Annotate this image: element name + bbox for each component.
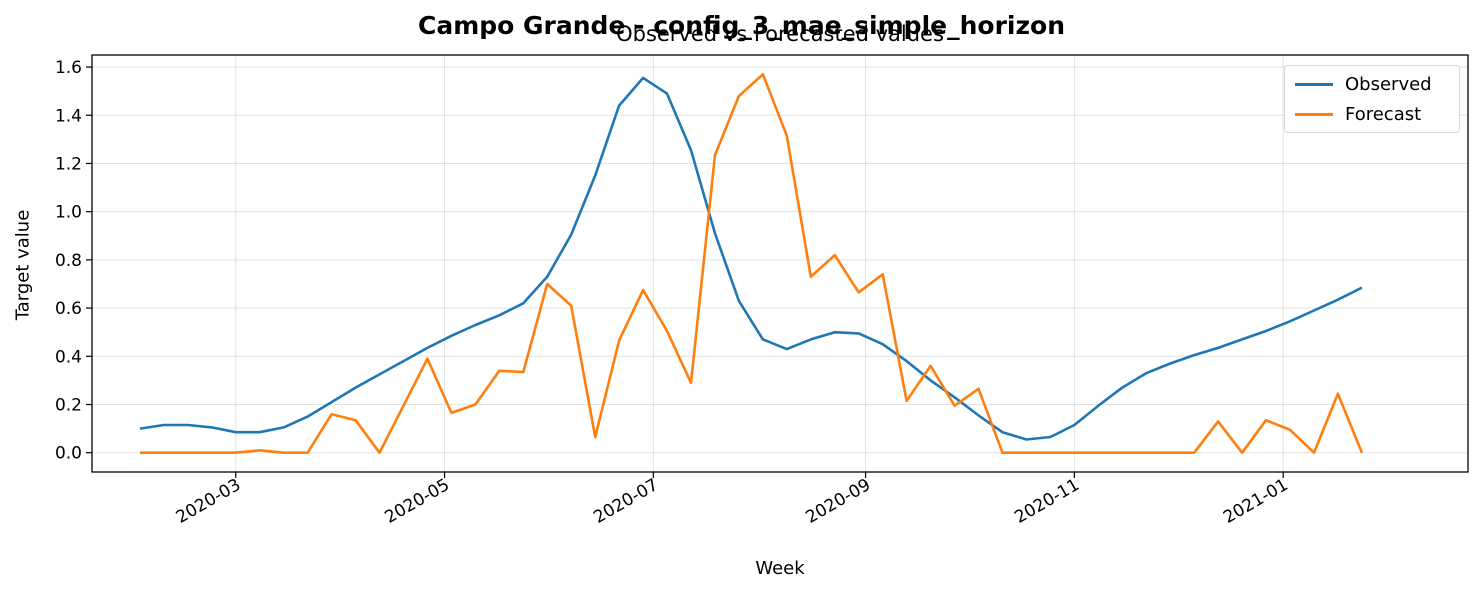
y-tick-label: 1.0 [55, 203, 82, 223]
grid-lines [92, 55, 1468, 472]
y-tick-label: 1.6 [55, 58, 82, 78]
legend-label-observed: Observed [1345, 73, 1432, 95]
x-axis-label: Week [755, 558, 805, 579]
x-tick-label: 2020-09 [803, 475, 875, 528]
y-tick-label: 1.2 [55, 154, 82, 174]
series-line-observed [139, 76, 1363, 441]
plot-frame [91, 54, 1469, 473]
series-line-forecast [139, 73, 1364, 455]
legend-item-observed: Observed [1295, 70, 1432, 98]
x-tick-label: 2020-03 [173, 475, 245, 528]
axis-ticks: 0.0 0.2 0.4 0.6 0.8 1.0 1.2 1.4 1.6 2020-03 2020-0… [55, 58, 1292, 528]
x-tick-label: 2020-05 [382, 475, 454, 528]
y-tick-label: 0.6 [55, 299, 82, 319]
y-tick-label: 0.8 [55, 251, 82, 271]
x-tick-label: 2021-01 [1220, 475, 1292, 528]
x-tick-label: 2020-11 [1011, 475, 1083, 528]
y-tick-label: 0.4 [55, 347, 82, 367]
legend-label-forecast: Forecast [1345, 103, 1422, 125]
figure-suptitle: Campo Grande - config_3_mae_simple_horiz… [418, 11, 1065, 40]
legend: Observed Forecast [1284, 65, 1460, 133]
x-tick-label: 2020-07 [590, 475, 662, 528]
legend-swatch-observed [1295, 82, 1333, 86]
y-axis-label: Target value [12, 209, 34, 321]
series-lines [139, 73, 1364, 455]
y-tick-label: 0.2 [55, 396, 82, 416]
legend-swatch-forecast [1295, 112, 1333, 116]
chart-title: Observed vs Forecasted values [616, 22, 944, 46]
y-tick-label: 0.0 [55, 444, 82, 464]
y-tick-label: 1.4 [55, 106, 82, 126]
legend-item-forecast: Forecast [1295, 100, 1421, 128]
